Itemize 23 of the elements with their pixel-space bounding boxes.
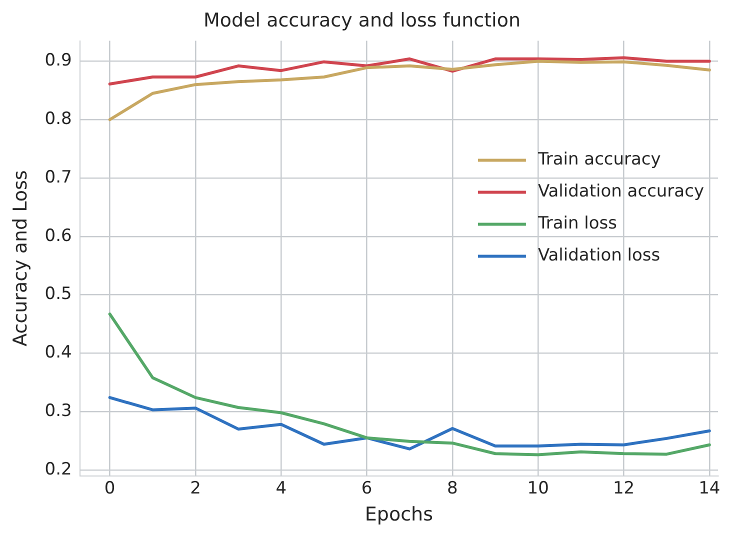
y-tick-label: 0.9 [44, 50, 72, 71]
y-tick-label: 0.2 [44, 459, 72, 480]
x-tick-label: 8 [447, 478, 458, 498]
y-tick-label: 0.6 [44, 226, 72, 246]
legend-label: Train accuracy [536, 150, 661, 170]
y-tick-label: 0.5 [44, 284, 72, 304]
x-tick-label: 2 [190, 478, 201, 498]
x-tick-label: 14 [698, 478, 720, 498]
chart-title: Model accuracy and loss function [204, 9, 520, 32]
x-tick-label: 4 [276, 478, 287, 498]
y-tick-label: 0.8 [44, 109, 72, 130]
legend-label: Validation accuracy [538, 182, 704, 202]
x-tick-label: 10 [527, 478, 549, 498]
x-tick-label: 6 [361, 478, 372, 498]
y-tick-label: 0.4 [44, 342, 72, 363]
x-tick-label: 12 [612, 478, 635, 498]
x-tick-label: 0 [104, 478, 116, 498]
y-axis-title: Accuracy and Loss [9, 170, 32, 346]
y-tick-label: 0.3 [44, 400, 72, 421]
x-axis-title: Epochs [364, 504, 433, 526]
legend-label: Validation loss [538, 246, 660, 266]
y-tick-label: 0.7 [44, 167, 72, 188]
legend-label: Train loss [536, 214, 618, 234]
